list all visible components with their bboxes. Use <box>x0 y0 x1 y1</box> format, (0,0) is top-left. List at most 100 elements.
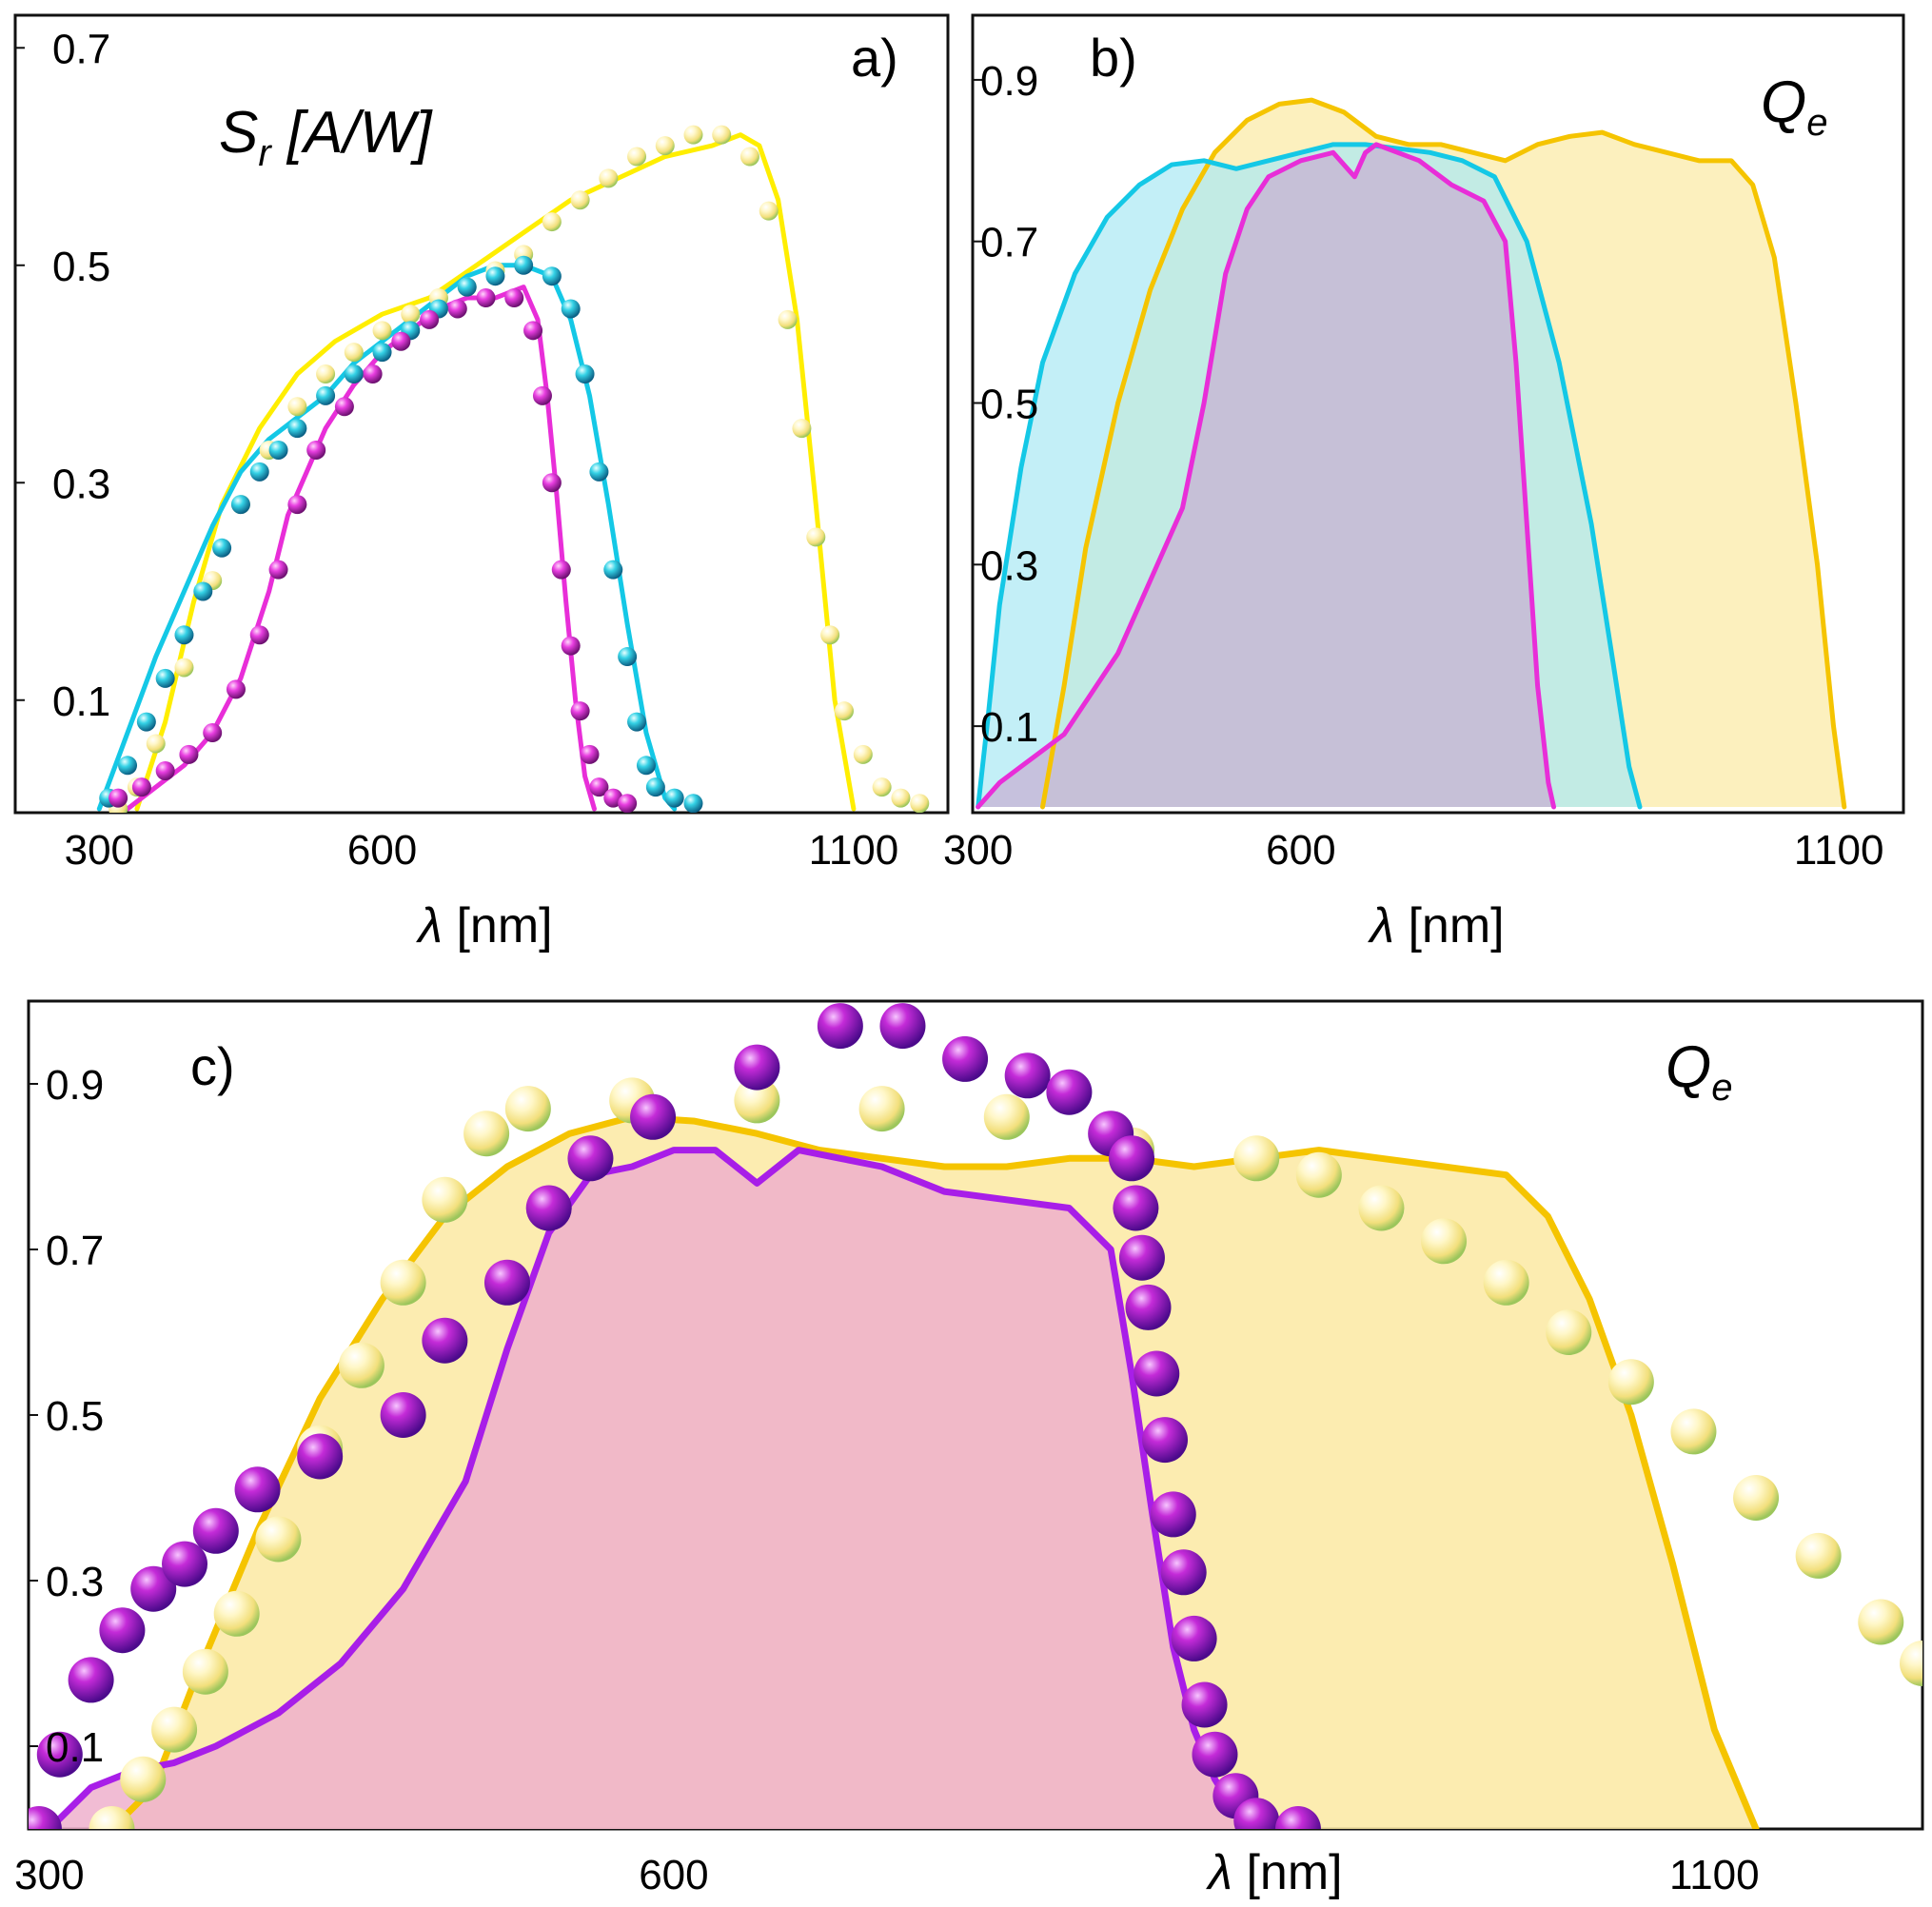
point-c-gold-points <box>120 1756 167 1802</box>
point-a-yellow-points <box>570 190 590 210</box>
point-a-magenta-points <box>589 777 609 797</box>
point-c-purple-points <box>1109 1135 1155 1182</box>
point-a-magenta-points <box>542 473 562 493</box>
panel-a: 0.1 0.3 0.5 0.7 300 600 1100 a) Sr [A/W] λ [nm… <box>13 13 950 954</box>
point-a-magenta-points <box>108 788 128 808</box>
point-a-cyan-points <box>683 794 703 813</box>
xtick-label-a: 300 <box>65 827 134 874</box>
point-a-yellow-points <box>910 794 930 813</box>
point-c-gold-points <box>151 1706 198 1753</box>
ytick-label-c: 0.9 <box>46 1062 104 1109</box>
panel-b: 0.1 0.3 0.5 0.7 0.9 300 600 1100 b) Qe λ [nm] <box>943 13 1905 954</box>
point-c-gold-points <box>504 1086 551 1132</box>
panel-b-marks <box>976 97 1847 810</box>
point-c-purple-points <box>36 1731 83 1778</box>
panel-a-frame <box>13 13 950 815</box>
point-a-magenta-points <box>287 495 307 515</box>
line-a-magenta <box>125 285 597 812</box>
point-c-gold-points <box>1483 1259 1529 1306</box>
point-c-gold-points <box>983 1093 1030 1140</box>
point-c-purple-points <box>422 1317 468 1364</box>
point-a-cyan-points <box>249 462 269 482</box>
point-a-magenta-points <box>203 723 223 743</box>
point-c-gold-points <box>1358 1185 1405 1231</box>
point-c-purple-points <box>817 1003 863 1050</box>
ytick-label-b: 0.9 <box>980 58 1038 105</box>
xtick-label-a: 1100 <box>809 827 899 874</box>
point-a-cyan-points <box>316 385 336 405</box>
point-c-purple-points <box>1142 1417 1188 1464</box>
point-c-gold-points <box>1733 1475 1780 1521</box>
point-a-cyan-points <box>514 255 534 275</box>
point-c-gold-points <box>1295 1151 1342 1198</box>
xtick-label-b: 1100 <box>1794 827 1884 874</box>
point-a-magenta-points <box>131 777 151 797</box>
point-c-gold-points <box>1795 1532 1842 1579</box>
point-c-purple-points <box>297 1433 344 1480</box>
point-c-gold-points <box>1858 1599 1904 1645</box>
point-a-magenta-points <box>334 397 354 417</box>
xtick-label-c: 600 <box>639 1852 708 1898</box>
panel-a-xlabel: λ [nm] <box>415 898 552 954</box>
point-c-purple-points <box>567 1135 614 1182</box>
point-a-yellow-points <box>891 788 911 808</box>
panel-b-plot: 0.1 0.3 0.5 0.7 0.9 300 600 1100 <box>943 58 1884 874</box>
point-c-gold-points <box>380 1259 426 1306</box>
ytick-label-a: 0.1 <box>52 678 110 725</box>
point-a-cyan-points <box>174 625 194 645</box>
point-a-yellow-points <box>683 125 703 145</box>
point-c-purple-points <box>192 1507 239 1554</box>
point-c-purple-points <box>1004 1052 1051 1099</box>
line-a-yellow <box>134 132 857 812</box>
point-c-purple-points <box>1274 1806 1321 1829</box>
point-a-cyan-points <box>155 668 175 688</box>
line-b-cyan <box>976 142 1643 810</box>
point-c-purple-points <box>68 1657 114 1703</box>
point-c-gold-points <box>338 1342 384 1388</box>
ytick-label-c: 0.1 <box>46 1724 104 1771</box>
point-a-cyan-points <box>485 266 505 286</box>
point-a-cyan-points <box>118 756 138 776</box>
point-c-purple-points <box>1125 1284 1172 1330</box>
point-c-gold-points <box>734 1077 780 1124</box>
point-a-yellow-points <box>759 201 779 221</box>
point-a-cyan-points <box>136 712 156 732</box>
point-c-purple-points <box>879 1003 926 1050</box>
point-a-cyan-points <box>618 647 638 667</box>
ytick-label-b: 0.1 <box>980 704 1038 751</box>
point-a-yellow-points <box>316 364 336 384</box>
point-a-cyan-points <box>230 495 250 515</box>
panel-c-xlabel: λ [nm] <box>1205 1845 1342 1900</box>
xtick-label-b: 300 <box>943 827 1013 874</box>
point-a-cyan-points <box>589 462 609 482</box>
point-c-purple-points <box>630 1093 677 1140</box>
panel-b-xlabel: λ [nm] <box>1367 898 1504 954</box>
point-a-yellow-points <box>792 419 812 439</box>
point-a-cyan-points <box>457 277 477 297</box>
point-a-cyan-points <box>636 756 656 776</box>
point-c-purple-points <box>1113 1185 1159 1231</box>
point-a-magenta-points <box>523 321 543 341</box>
point-a-magenta-points <box>226 679 246 699</box>
point-c-gold-points <box>1233 1135 1280 1182</box>
point-a-magenta-points <box>561 636 581 656</box>
point-c-gold-points <box>1421 1218 1468 1265</box>
point-c-gold-points <box>182 1648 228 1695</box>
point-a-magenta-points <box>476 288 496 308</box>
point-a-magenta-points <box>570 701 590 721</box>
point-a-yellow-points <box>712 125 732 145</box>
point-a-cyan-points <box>627 712 647 732</box>
line-b-gold <box>1039 97 1847 810</box>
line-c-gold <box>108 1113 1760 1829</box>
point-a-yellow-points <box>655 136 675 156</box>
point-a-magenta-points <box>447 299 467 319</box>
ytick-label-a: 0.3 <box>52 461 110 507</box>
point-a-magenta-points <box>391 331 411 351</box>
area-b-magenta <box>977 144 1554 807</box>
point-a-yellow-points <box>835 701 855 721</box>
point-c-gold-points <box>89 1806 135 1829</box>
point-c-purple-points <box>942 1035 989 1082</box>
point-a-cyan-points <box>575 364 595 384</box>
point-a-cyan-points <box>664 788 684 808</box>
point-c-gold-points <box>1900 1641 1922 1686</box>
